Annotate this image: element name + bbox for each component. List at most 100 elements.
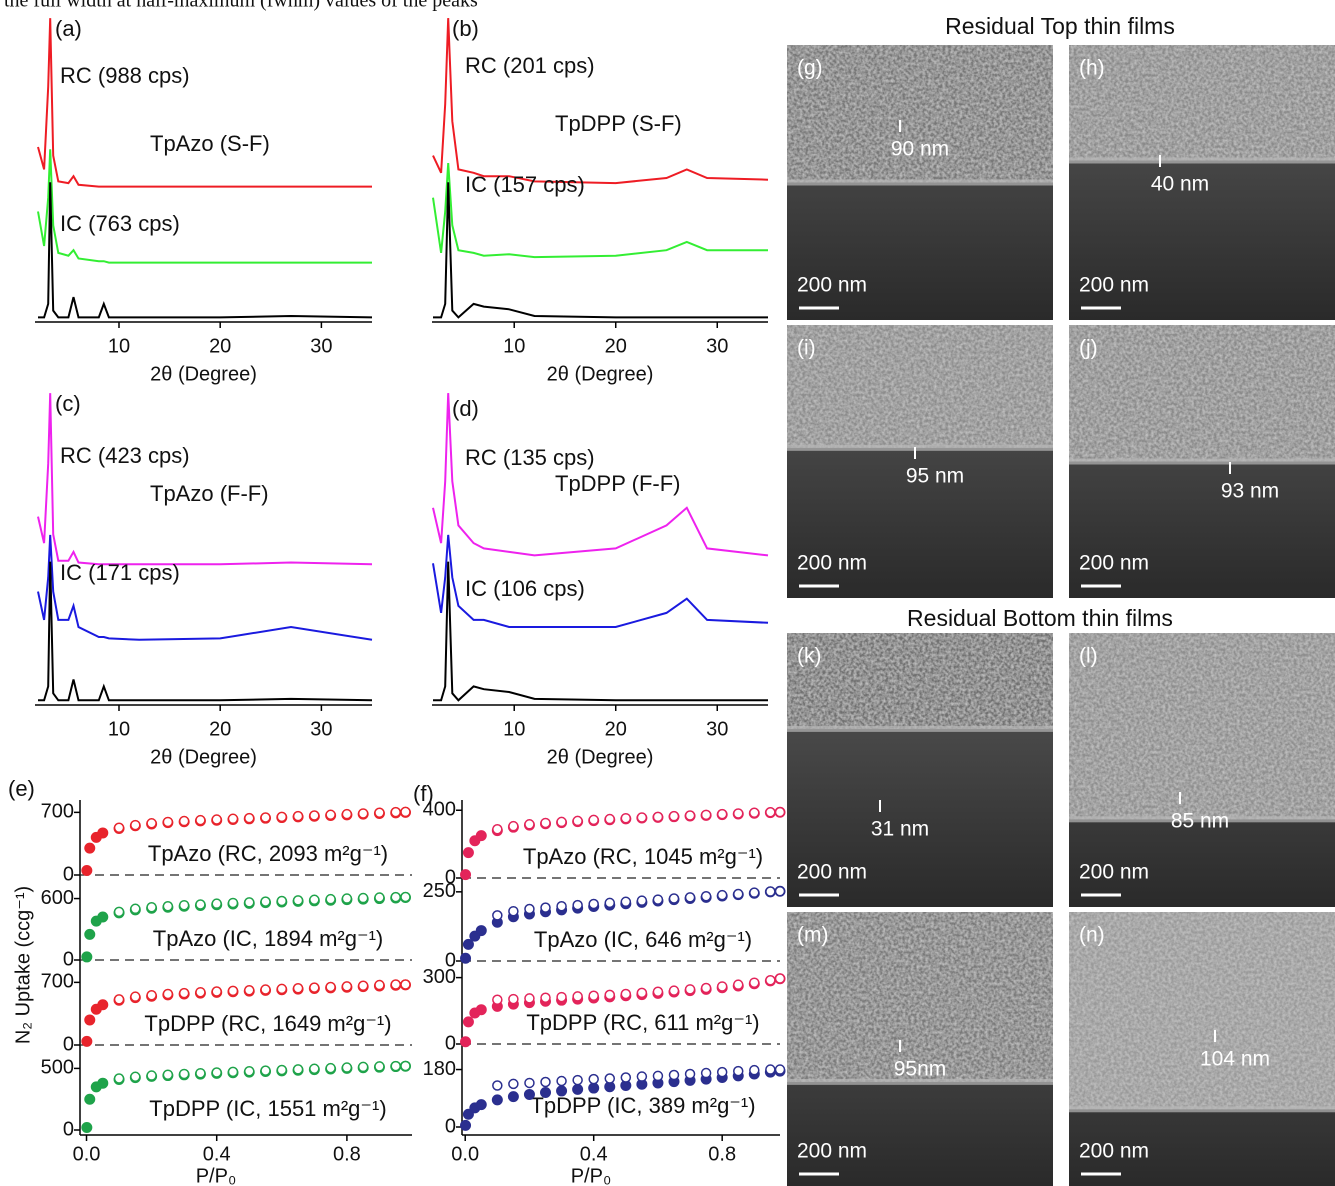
y-tick-label: 700 — [41, 801, 74, 823]
thickness-label: 85 nm — [1171, 810, 1229, 833]
series-label: RC (423 cps) — [60, 443, 190, 468]
adsorption-point — [84, 1014, 96, 1026]
x-axis-label: 2θ (Degree) — [547, 363, 654, 385]
xrd-line — [432, 18, 769, 185]
desorption-point — [227, 813, 239, 825]
desorption-point — [732, 979, 744, 990]
desorption-point — [195, 986, 206, 998]
thickness-label: 90 nm — [891, 138, 949, 161]
adsorption-point — [81, 951, 93, 963]
desorption-point — [765, 975, 776, 986]
x-tick-label: 0.8 — [708, 1143, 736, 1165]
scale-label: 200 nm — [1079, 274, 1149, 297]
desorption-point — [588, 990, 599, 1001]
xrd-line — [432, 393, 769, 557]
x-tick-label: 20 — [605, 718, 627, 740]
desorption-point — [572, 991, 583, 1002]
series-label: RC (201 cps) — [465, 53, 595, 78]
thickness-label: 95nm — [894, 1058, 947, 1081]
desorption-point — [162, 816, 174, 828]
desorption-point — [652, 811, 664, 823]
desorption-point — [162, 988, 174, 1000]
y-tick-label: 0 — [445, 949, 456, 971]
x-axis-label: P/P₀ — [571, 1165, 612, 1186]
x-tick-label: 20 — [209, 335, 231, 357]
desorption-point — [130, 819, 141, 831]
desorption-point — [195, 814, 206, 826]
desorption-point — [604, 1073, 616, 1084]
desorption-point — [636, 812, 648, 823]
x-tick-label: 30 — [706, 335, 728, 357]
panel-label: (f) — [413, 781, 434, 806]
desorption-point — [556, 816, 567, 828]
desorption-point — [260, 1065, 271, 1076]
xrd-line — [38, 182, 373, 319]
sem-edge — [787, 179, 1053, 186]
thickness-label: 104 nm — [1200, 1048, 1270, 1071]
desorption-point — [732, 808, 744, 819]
desorption-point — [113, 994, 125, 1005]
desorption-point — [588, 898, 599, 910]
sem-top-title: Residual Top thin films — [945, 13, 1175, 39]
desorption-point — [374, 807, 385, 818]
sem-panel-label: (m) — [797, 924, 828, 947]
desorption-point — [492, 910, 503, 921]
desorption-point — [652, 894, 664, 905]
desorption-point — [774, 886, 786, 897]
y-tick-label: 500 — [41, 1057, 74, 1079]
panel-label: (a) — [55, 16, 82, 41]
desorption-point — [492, 1080, 503, 1091]
desorption-point — [325, 809, 336, 821]
sem-edge — [787, 725, 1053, 732]
desorption-point — [716, 889, 728, 901]
y-tick-label: 0 — [445, 866, 456, 888]
xrd-line — [37, 393, 373, 566]
desorption-point — [325, 1062, 336, 1074]
desorption-point — [749, 887, 760, 898]
desorption-point — [636, 1071, 648, 1082]
desorption-point — [357, 808, 369, 819]
desorption-point — [492, 994, 503, 1005]
sem-panel-label: (n) — [1079, 924, 1105, 947]
thickness-label: 93 nm — [1221, 480, 1279, 503]
sem-image — [787, 325, 1053, 598]
desorption-point — [292, 895, 304, 906]
desorption-point — [716, 1066, 728, 1078]
adsorption-point — [462, 847, 474, 859]
x-axis-label: P/P₀ — [196, 1165, 237, 1186]
x-tick-label: 30 — [310, 335, 332, 357]
adsorption-point — [491, 1094, 503, 1106]
desorption-point — [572, 815, 583, 827]
desorption-point — [668, 1069, 680, 1081]
series-label: IC (157 cps) — [465, 172, 585, 197]
desorption-point — [178, 987, 190, 999]
desorption-point — [652, 1070, 664, 1082]
sem-panel-label: (l) — [1079, 645, 1098, 668]
x-tick-label: 0.0 — [73, 1143, 101, 1165]
desorption-point — [774, 973, 786, 984]
desorption-point — [700, 891, 712, 902]
desorption-point — [732, 1065, 744, 1077]
adsorption-point — [84, 842, 96, 854]
desorption-point — [260, 812, 271, 823]
desorption-point — [390, 806, 401, 818]
desorption-point — [211, 1067, 222, 1078]
desorption-point — [749, 977, 760, 988]
series-label: TpDPP (RC, 611 m²g⁻¹) — [526, 1010, 759, 1035]
desorption-point — [492, 823, 503, 835]
adsorption-point — [84, 1093, 96, 1105]
sem-film — [1069, 325, 1335, 462]
xrd-line — [37, 149, 372, 264]
desorption-point — [292, 810, 304, 822]
sem-film — [787, 45, 1053, 183]
xrd-line — [433, 561, 768, 702]
adsorption-point — [475, 925, 487, 937]
desorption-point — [244, 1065, 255, 1077]
desorption-point — [130, 903, 141, 915]
desorption-point — [178, 1068, 190, 1080]
sem-image — [787, 633, 1053, 907]
desorption-point — [390, 891, 401, 903]
desorption-point — [588, 1073, 599, 1085]
x-tick-label: 0.8 — [333, 1143, 361, 1165]
